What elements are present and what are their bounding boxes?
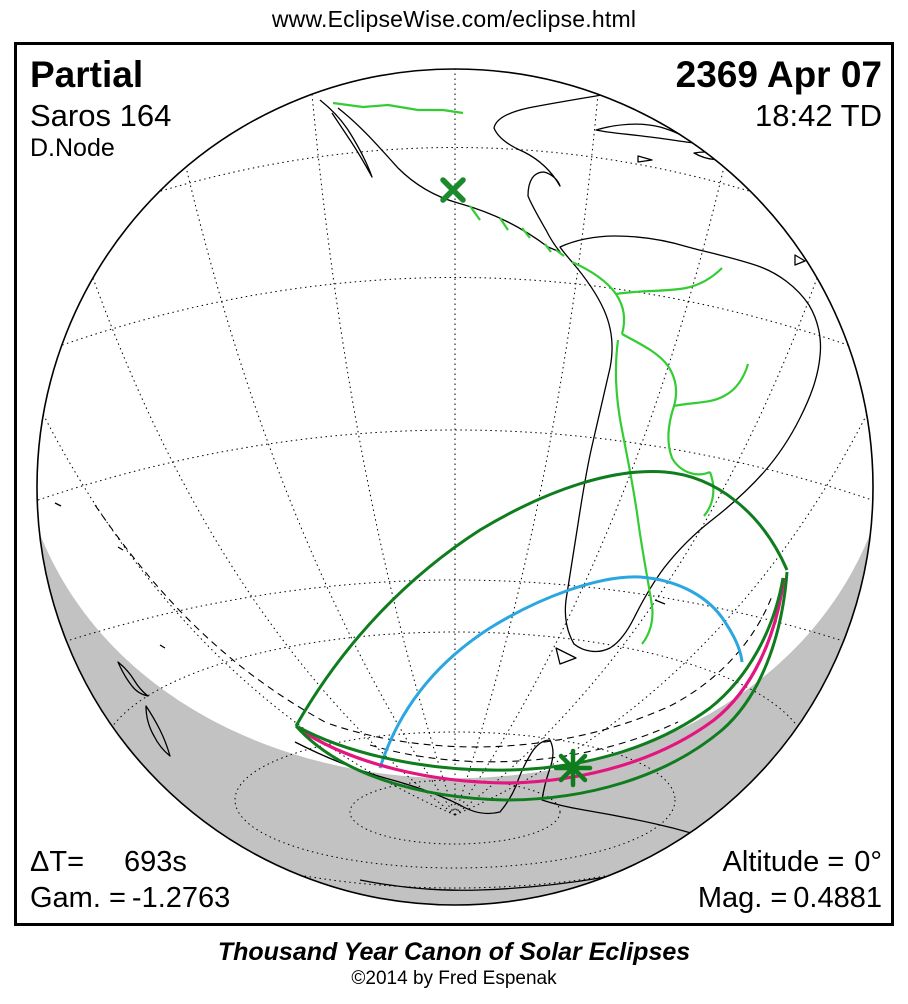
eclipse-type-label: Partial xyxy=(30,54,144,95)
eclipse-time-label: 18:42 TD xyxy=(755,98,882,133)
dashed-contact-curves xyxy=(94,504,773,763)
gamma-label: Gam. = xyxy=(30,882,126,914)
altitude-value: 0° xyxy=(854,846,882,878)
altitude-label: Altitude = xyxy=(722,846,845,878)
magnitude-label: Mag. = xyxy=(697,882,788,914)
eclipse-map-frame xyxy=(14,42,894,926)
eclipse-date-label: 2369 Apr 07 xyxy=(675,54,882,95)
saros-label: Saros 164 xyxy=(30,98,172,133)
canon-title: Thousand Year Canon of Solar Eclipses xyxy=(217,938,691,966)
altitude-line: Altitude = 0° xyxy=(723,846,882,879)
greatest-eclipse-marker xyxy=(553,748,593,788)
copyright-notice: ©2014 by Fred Espenak xyxy=(351,968,557,989)
country-borders xyxy=(332,69,750,645)
eclipse-globe-map xyxy=(36,68,874,906)
site-url: www.EclipseWise.com/eclipse.html xyxy=(271,6,637,32)
max-eclipse-sunrise-sunset-curve xyxy=(378,575,744,769)
node-label: D.Node xyxy=(30,134,115,162)
night-shade-region xyxy=(39,533,871,905)
delta-t-value: 693s xyxy=(124,846,187,878)
gamma-value: -1.2763 xyxy=(131,882,231,914)
magnitude-line: Mag. = 0.4881 xyxy=(698,882,882,915)
globe-limb xyxy=(36,68,874,906)
delta-t-line: ΔT= 693s xyxy=(30,846,187,879)
delta-t-label: ΔT= xyxy=(30,846,85,878)
eclipse-visibility-boundary xyxy=(294,470,789,802)
magnitude-value: 0.4881 xyxy=(793,882,882,914)
penumbra-limit-curve xyxy=(298,577,786,785)
gamma-line: Gam. = -1.2763 xyxy=(30,882,230,915)
subsolar-x-marker xyxy=(440,177,466,203)
